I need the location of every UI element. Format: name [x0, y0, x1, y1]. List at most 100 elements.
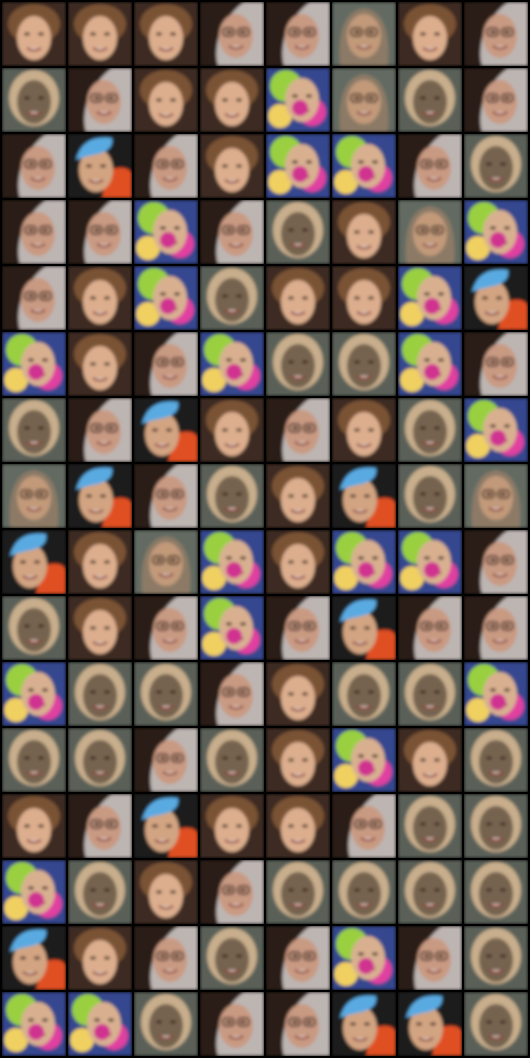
image-tile — [398, 266, 462, 330]
eye — [170, 1020, 176, 1024]
glasses — [354, 819, 367, 829]
eye — [166, 428, 172, 432]
image-tile — [266, 926, 330, 990]
eye — [490, 558, 496, 562]
mouth — [96, 441, 112, 446]
hair — [2, 200, 46, 264]
tile-content — [68, 794, 132, 858]
glasses — [24, 159, 37, 169]
image-tile — [332, 398, 396, 462]
image-tile — [200, 332, 264, 396]
eye — [94, 822, 100, 826]
eye — [236, 756, 242, 760]
image-tile — [134, 926, 198, 990]
eye — [500, 954, 506, 958]
face — [281, 544, 315, 588]
eye — [486, 162, 492, 166]
tile-content — [134, 332, 198, 396]
tile-content — [134, 926, 198, 990]
tile-content — [464, 596, 528, 660]
tile-content — [398, 464, 462, 528]
image-tile — [332, 2, 396, 66]
glasses — [288, 621, 301, 631]
tile-content — [398, 794, 462, 858]
eye — [42, 1018, 48, 1022]
eye — [420, 32, 426, 36]
tile-content — [332, 200, 396, 264]
eye — [236, 824, 242, 828]
eye — [174, 492, 180, 496]
tile-content — [398, 926, 462, 990]
eye — [306, 624, 312, 628]
glasses — [501, 93, 514, 103]
eye — [240, 622, 246, 626]
eye — [288, 494, 294, 498]
eye — [104, 362, 110, 366]
mouth — [492, 573, 508, 578]
image-tile — [266, 332, 330, 396]
eye — [222, 428, 228, 432]
mouth — [422, 773, 438, 778]
mouth — [96, 837, 112, 842]
eye — [160, 492, 166, 496]
glasses — [39, 291, 52, 301]
glasses — [416, 225, 429, 235]
eye — [24, 426, 30, 430]
eye — [170, 690, 176, 694]
tile-content — [200, 134, 264, 198]
tile-content — [200, 68, 264, 132]
glasses — [486, 621, 499, 631]
eye — [292, 94, 298, 98]
face — [413, 212, 447, 256]
eye — [24, 96, 30, 100]
blob — [28, 1024, 44, 1040]
glasses — [431, 225, 444, 235]
eye — [486, 492, 492, 496]
image-tile — [134, 332, 198, 396]
face — [347, 280, 381, 324]
tile-content — [2, 2, 66, 66]
image-tile — [332, 200, 396, 264]
face — [79, 148, 113, 192]
face — [149, 542, 183, 586]
tile-content — [68, 464, 132, 528]
hair — [332, 794, 376, 858]
glasses — [303, 423, 316, 433]
hair — [68, 68, 112, 132]
eye — [496, 296, 502, 300]
image-tile — [2, 662, 66, 726]
eye — [368, 888, 374, 892]
face — [409, 1006, 443, 1050]
eye — [354, 360, 360, 364]
image-tile — [398, 398, 462, 462]
tile-content — [134, 266, 198, 330]
image-tile — [464, 68, 528, 132]
glasses — [90, 819, 103, 829]
face — [83, 16, 117, 60]
mouth — [356, 111, 372, 116]
tile-content — [134, 794, 198, 858]
glasses — [105, 93, 118, 103]
eye — [354, 428, 360, 432]
eye — [434, 32, 440, 36]
hair — [68, 200, 112, 264]
face — [153, 608, 187, 652]
tile-content — [266, 464, 330, 528]
mouth — [418, 1037, 434, 1042]
blob — [424, 298, 440, 314]
glasses — [222, 225, 235, 235]
mouth — [488, 837, 504, 842]
tile-content — [68, 134, 132, 198]
image-tile — [464, 596, 528, 660]
eye — [288, 296, 294, 300]
tile-content — [2, 398, 66, 462]
eye — [156, 98, 162, 102]
mouth — [26, 111, 42, 116]
eye — [424, 556, 430, 560]
tile-content — [266, 860, 330, 924]
image-tile — [332, 266, 396, 330]
eye — [368, 296, 374, 300]
eye — [368, 428, 374, 432]
hair — [2, 134, 46, 198]
face — [483, 608, 517, 652]
